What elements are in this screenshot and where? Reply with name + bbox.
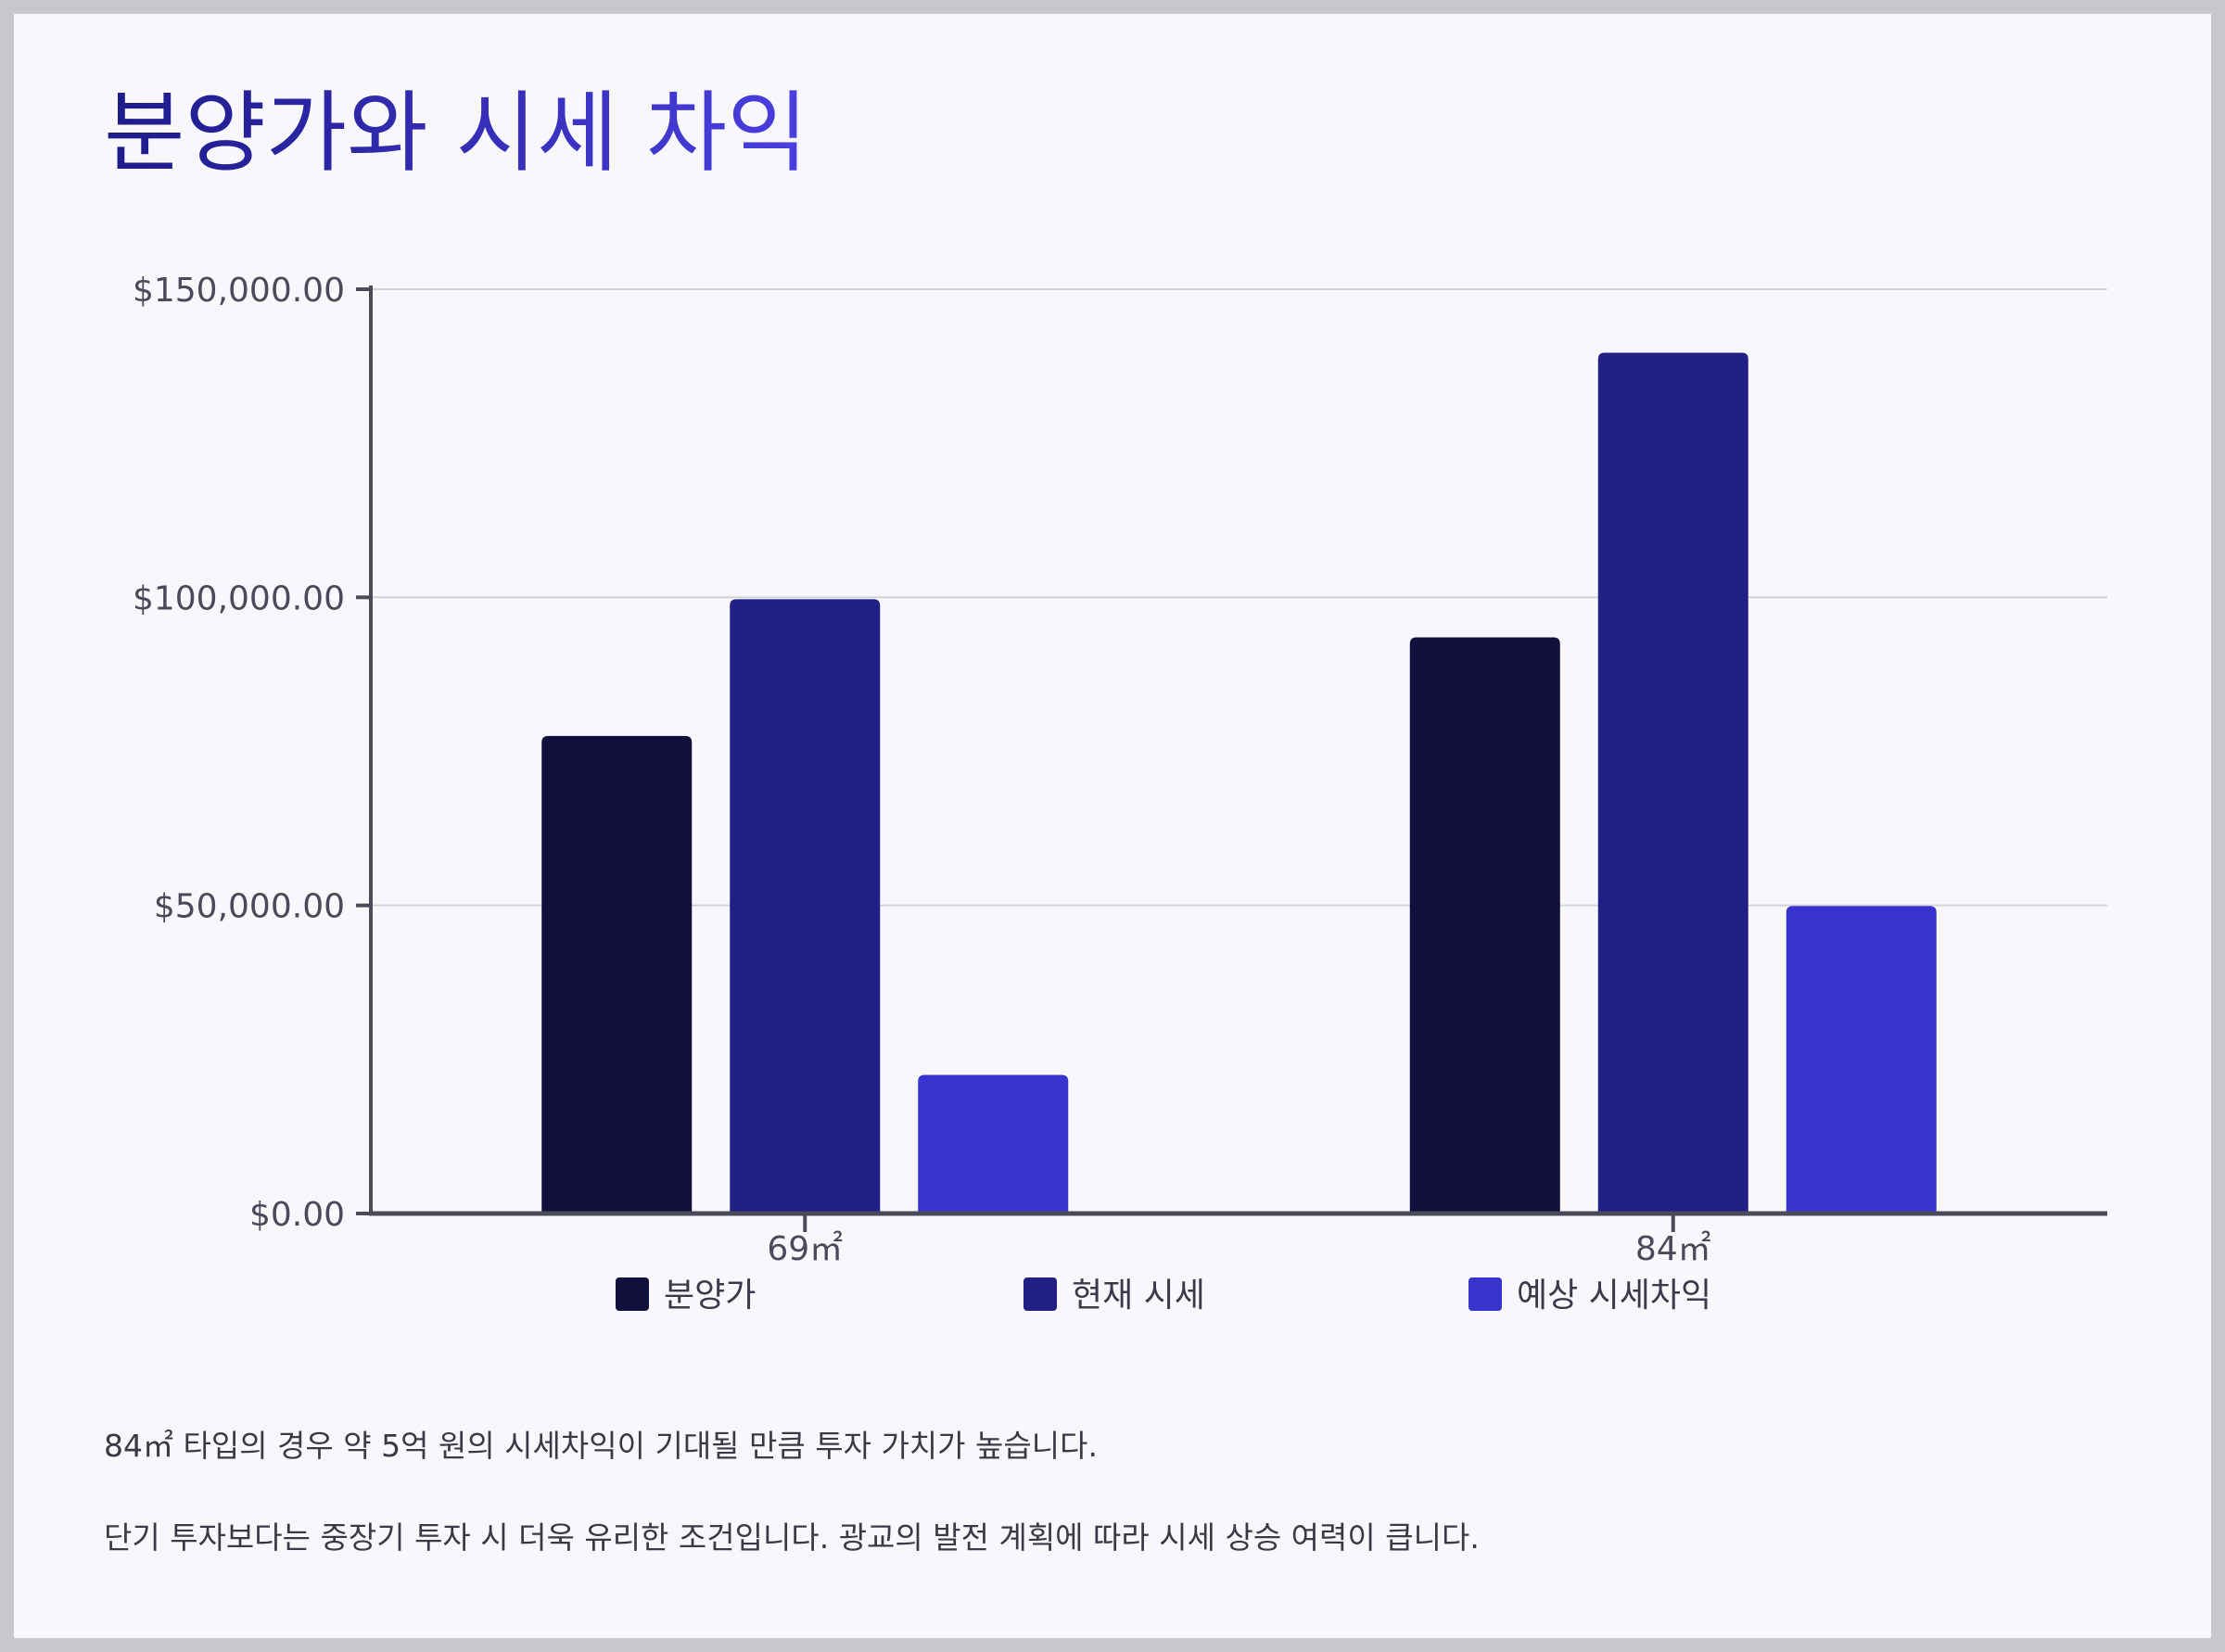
y-tick-label: $100,000.00 [133,579,345,617]
bars [541,352,1937,1214]
y-tick-label: $50,000.00 [154,888,345,926]
x-tick-label: 69㎡ [767,1229,843,1268]
legend-swatch [616,1277,649,1311]
bar-1-1 [541,735,693,1214]
y-tick-label: $150,000.00 [133,272,345,310]
slide-card [14,14,2211,1638]
bar-2-2 [1597,352,1748,1214]
legend-label: 분양가 [664,1277,756,1315]
bar-1-2 [1409,637,1560,1214]
y-tick-label: $0.00 [249,1196,345,1234]
description-line-1: 84㎡ 타입의 경우 약 5억 원의 시세차익이 기대될 만큼 투자 가치가 높… [104,1428,1098,1464]
bar-2-1 [730,599,881,1214]
legend-label: 예상 시세차익 [1517,1277,1711,1315]
legend: 분양가 현재 시세 예상 시세차익 [616,1277,1711,1315]
legend-swatch [1024,1277,1057,1311]
legend-swatch [1468,1277,1502,1311]
legend-label: 현재 시세 [1072,1277,1205,1315]
axes: $0.00 $50,000.00 $100,000.00 $150,000.00 69㎡… [133,272,2107,1268]
description-line-2: 단기 투자보다는 중장기 투자 시 더욱 유리한 조건입니다. 광교의 발전 계… [104,1519,1480,1556]
bar-3-1 [918,1074,1069,1214]
bar-3-2 [1786,906,1937,1214]
x-tick-label: 84㎡ [1635,1229,1711,1268]
chart-title: 분양가와 시세 차익 [104,83,808,184]
